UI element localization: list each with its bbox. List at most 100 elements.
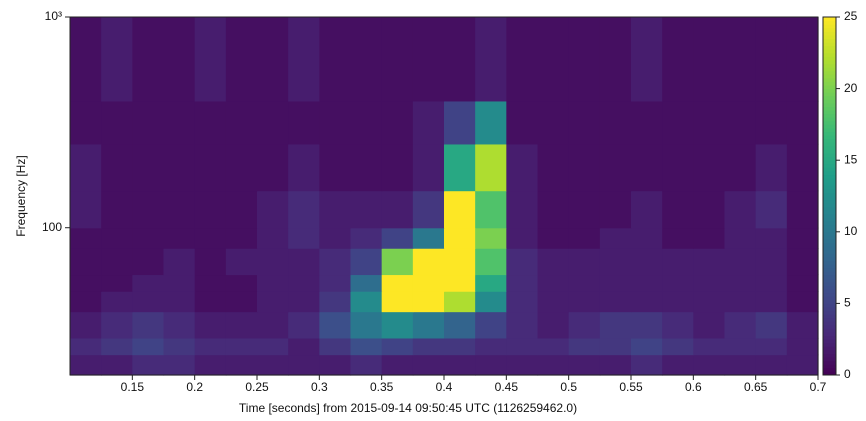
colorbar-step [823, 357, 836, 362]
cell [631, 143, 663, 192]
x-tick-label: 0.55 [619, 380, 643, 394]
colorbar-step [823, 110, 836, 115]
cell [101, 100, 133, 145]
colorbar-step [823, 267, 836, 272]
cell [132, 311, 165, 339]
colorbar-step [823, 217, 836, 222]
cell [537, 248, 570, 276]
cell [194, 17, 227, 102]
colorbar-step [823, 364, 836, 369]
colorbar-step [823, 206, 836, 211]
colorbar-step [823, 235, 836, 240]
colorbar-step [823, 95, 836, 100]
cell [693, 227, 726, 249]
colorbar-step [823, 81, 836, 86]
cell [194, 354, 227, 376]
cell [163, 190, 196, 229]
colorbar-step [823, 271, 836, 276]
cell [475, 354, 507, 376]
cell [599, 143, 632, 192]
cell [786, 248, 819, 276]
cell [786, 227, 819, 249]
cell [350, 337, 383, 356]
cell [631, 311, 663, 339]
cell [755, 311, 788, 339]
colorbar-step [823, 213, 836, 218]
cell [662, 190, 694, 229]
cell [350, 274, 383, 292]
cell [257, 337, 289, 356]
cell [444, 190, 476, 229]
colorbar-step [823, 324, 836, 329]
colorbar-step [823, 317, 836, 322]
colorbar-step [823, 99, 836, 104]
cell [506, 274, 539, 292]
cell [225, 143, 258, 192]
cell [693, 100, 726, 145]
cell [288, 143, 320, 192]
cell [568, 17, 601, 102]
cell [350, 190, 383, 229]
cell [631, 248, 663, 276]
cell [163, 143, 196, 192]
colorbar-step [823, 310, 836, 315]
cell [412, 291, 445, 313]
cell [381, 354, 414, 376]
cell [599, 311, 632, 339]
colorbar-step [823, 145, 836, 150]
cell [225, 311, 258, 339]
cell [132, 143, 165, 192]
cell [381, 190, 414, 229]
cell [599, 100, 632, 145]
y-axis-label: Frequency [Hz] [14, 155, 28, 236]
cell [194, 190, 227, 229]
cell [506, 143, 539, 192]
x-tick-label: 0.65 [744, 380, 768, 394]
x-tick-label: 0.15 [121, 380, 145, 394]
x-tick-label: 0.5 [560, 380, 577, 394]
cell [506, 291, 539, 313]
cell [755, 291, 788, 313]
heatmap [70, 17, 819, 376]
cell [599, 227, 632, 249]
cell [70, 337, 102, 356]
cell [662, 274, 694, 292]
cell [693, 17, 726, 102]
cell [132, 227, 165, 249]
cell [537, 100, 570, 145]
cell [599, 248, 632, 276]
cell [631, 291, 663, 313]
cell [631, 354, 663, 376]
cell [163, 17, 196, 102]
cell [568, 337, 601, 356]
colorbar-step [823, 92, 836, 97]
cell [412, 274, 445, 292]
colorbar-step [823, 278, 836, 283]
colorbar-step [823, 85, 836, 90]
colorbar-step [823, 221, 836, 226]
cell [786, 17, 819, 102]
cell [257, 17, 289, 102]
cell [288, 17, 320, 102]
cell [319, 17, 352, 102]
cell [350, 17, 383, 102]
cell [70, 274, 102, 292]
cell [662, 100, 694, 145]
colorbar-step [823, 149, 836, 154]
cell [163, 337, 196, 356]
cell [537, 143, 570, 192]
colorbar-step [823, 238, 836, 244]
cell [412, 311, 445, 339]
cell [724, 291, 757, 313]
cell [506, 248, 539, 276]
cell [225, 274, 258, 292]
colorbar-tick-label: 25 [844, 9, 858, 23]
colorbar-step [823, 371, 836, 376]
colorbar-step [823, 138, 836, 143]
cell [475, 227, 507, 249]
colorbar-step [823, 167, 836, 172]
cell [163, 100, 196, 145]
colorbar-step [823, 264, 836, 269]
cell [257, 248, 289, 276]
colorbar-step [823, 67, 836, 72]
